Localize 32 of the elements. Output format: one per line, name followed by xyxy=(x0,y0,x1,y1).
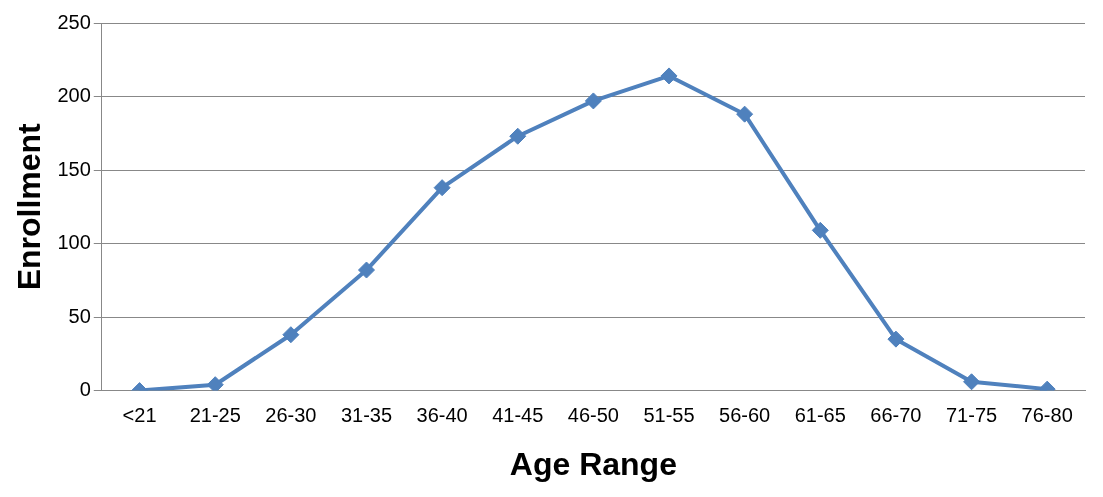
point xyxy=(206,376,224,391)
point xyxy=(282,326,300,344)
point xyxy=(963,373,981,391)
x-tick-label: 71-75 xyxy=(945,404,998,427)
x-tick-label: 21-25 xyxy=(189,404,241,427)
y-tick-label: 150 xyxy=(57,157,91,180)
x-tick-label: 36-40 xyxy=(416,404,468,427)
point xyxy=(660,67,678,85)
x-tick-label: <21 xyxy=(122,404,157,427)
point xyxy=(887,330,905,348)
x-tick-label: 56-60 xyxy=(719,404,771,427)
y-tick-label: 0 xyxy=(79,378,91,401)
x-tick-label: 26-30 xyxy=(265,404,317,427)
y-axis-title: Enrollment xyxy=(11,122,48,291)
point xyxy=(357,261,375,279)
point xyxy=(584,92,602,110)
x-tick-label: 31-35 xyxy=(340,404,393,427)
y-tick-label: 200 xyxy=(57,84,91,107)
point xyxy=(811,221,829,239)
x-tick-label: 61-65 xyxy=(794,404,846,427)
point xyxy=(433,179,451,197)
y-tick-label: 50 xyxy=(68,304,91,327)
y-tick-label: 100 xyxy=(57,231,91,254)
x-tick-label: 41-45 xyxy=(492,404,544,427)
point xyxy=(509,127,527,145)
x-axis-title: Age Range xyxy=(509,445,677,482)
x-tick-label: 76-80 xyxy=(1021,404,1073,427)
x-tick-label: 66-70 xyxy=(870,404,922,427)
x-tick-label: 46-50 xyxy=(567,404,619,427)
y-tick-label: 250 xyxy=(57,10,91,33)
point xyxy=(736,105,754,123)
x-tick-label: 51-55 xyxy=(643,404,695,427)
